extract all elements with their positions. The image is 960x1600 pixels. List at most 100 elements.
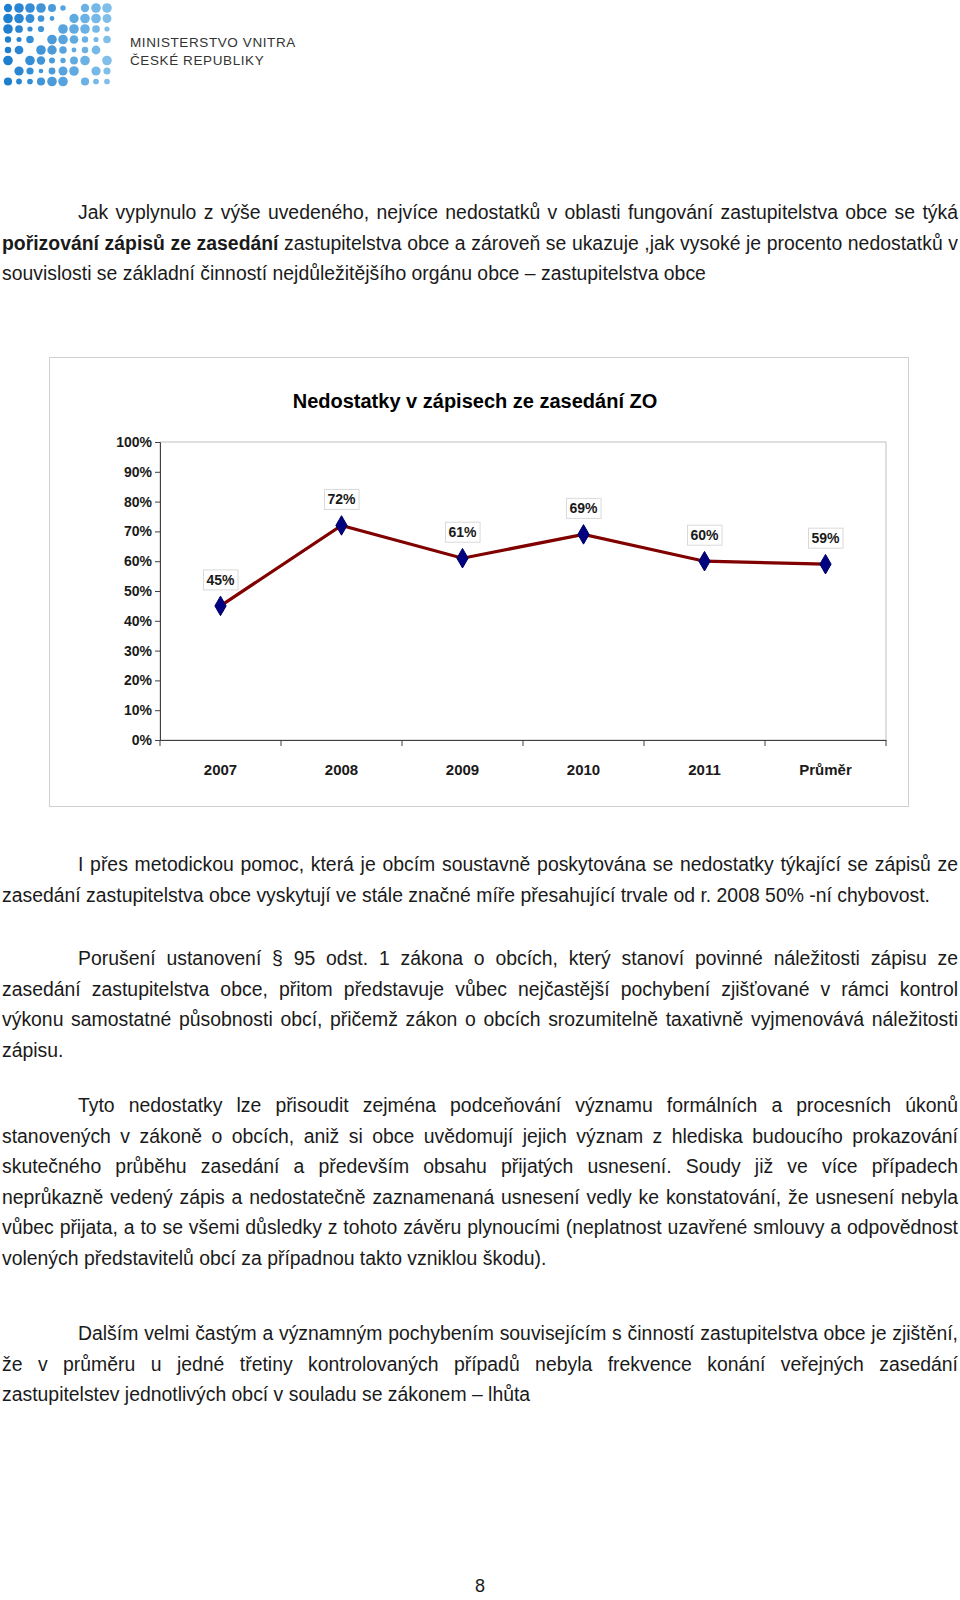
logo-dot xyxy=(27,26,32,31)
y-tick: 90% xyxy=(124,464,160,480)
y-tick-mark xyxy=(155,651,160,652)
x-tick: Průměr xyxy=(799,740,852,778)
logo-dot xyxy=(104,79,110,85)
x-tick-label: 2011 xyxy=(688,761,721,778)
y-tick-mark xyxy=(155,561,160,562)
y-tick: 70% xyxy=(124,523,160,539)
text: Porušení ustanovení § 95 odst. 1 zákona … xyxy=(2,947,958,1061)
category-divider xyxy=(765,740,766,746)
logo-dot xyxy=(49,68,56,75)
logo-dot xyxy=(93,37,98,42)
data-label-box xyxy=(445,522,480,542)
text: Jak vyplynulo z výše uvedeného, nejvíce … xyxy=(78,201,958,223)
data-marker xyxy=(820,554,831,574)
x-tick: 2008 xyxy=(325,740,358,778)
logo-dot xyxy=(14,3,24,13)
logo-dot xyxy=(103,14,112,23)
logo-dot xyxy=(25,56,35,66)
plot-frame xyxy=(160,442,886,740)
category-divider xyxy=(402,740,403,746)
y-tick-label: 40% xyxy=(124,613,153,629)
x-tick: 2010 xyxy=(567,740,600,778)
logo-dot xyxy=(3,14,13,24)
logo-dot xyxy=(69,66,79,76)
x-tick-label: Průměr xyxy=(799,761,852,778)
logo: MINISTERSTVO VNITRA ČESKÉ REPUBLIKY xyxy=(3,3,296,86)
y-tick-label: 70% xyxy=(124,523,153,539)
data-marker xyxy=(215,596,226,616)
logo-dot xyxy=(47,45,56,54)
y-tick-label: 30% xyxy=(124,643,153,659)
logo-dot xyxy=(16,37,21,42)
y-tick-mark xyxy=(155,621,160,622)
y-tick: 50% xyxy=(124,583,160,599)
data-label: 45% xyxy=(206,572,235,588)
data-marker xyxy=(699,551,710,571)
data-marker xyxy=(457,548,468,568)
logo-dot xyxy=(38,26,44,32)
x-tick: 2011 xyxy=(688,740,721,778)
text: Dalším velmi častým a významným pochyben… xyxy=(2,1322,958,1405)
chart-frame xyxy=(50,358,909,807)
logo-dot xyxy=(69,24,79,34)
y-tick-mark xyxy=(155,502,160,503)
logo-dot xyxy=(102,3,112,13)
logo-dot xyxy=(5,36,11,42)
logo-dot xyxy=(38,15,45,22)
logo-dot xyxy=(49,57,55,63)
logo-text: MINISTERSTVO VNITRA xyxy=(130,35,296,50)
category-divider xyxy=(644,740,645,746)
logo-dot xyxy=(93,79,99,85)
logo-dot xyxy=(25,3,35,13)
logo-dot xyxy=(60,58,65,63)
chart: Nedostatky v zápisech ze zasedání ZO 0% 10… xyxy=(50,358,909,807)
data-label: 60% xyxy=(690,527,719,543)
x-tick-label: 2010 xyxy=(567,761,600,778)
logo-dot xyxy=(58,77,68,87)
logo-dot xyxy=(14,14,24,24)
chart-title: Nedostatky v zápisech ze zasedání ZO xyxy=(293,390,658,412)
y-tick-mark xyxy=(155,710,160,711)
y-tick-mark xyxy=(155,531,160,532)
logo-dot xyxy=(37,77,45,85)
logo-dot xyxy=(26,14,35,23)
data-label: 61% xyxy=(448,524,477,540)
logo-dot xyxy=(80,56,90,66)
logo-dot xyxy=(47,77,57,87)
category-divider xyxy=(281,740,282,746)
logo-dot xyxy=(15,46,24,55)
y-tick-label: 100% xyxy=(116,434,152,450)
logo-dot xyxy=(26,67,33,74)
logo-dot xyxy=(59,46,66,53)
x-tick-label: 2008 xyxy=(325,761,358,778)
logo-dot xyxy=(82,47,89,54)
category-divider xyxy=(160,740,161,746)
page-number: 8 xyxy=(0,1576,960,1597)
logo-dot xyxy=(5,47,12,54)
logo-dot xyxy=(15,25,23,33)
logo-dot xyxy=(92,25,100,33)
data-marker xyxy=(578,525,589,545)
logo-dot xyxy=(26,36,34,44)
data-label: 69% xyxy=(569,500,598,516)
logo-dot xyxy=(50,16,55,21)
y-tick: 10% xyxy=(124,702,160,718)
plot-area xyxy=(215,516,831,616)
y-tick: 100% xyxy=(116,434,160,450)
logo-dot xyxy=(58,35,68,45)
y-tick-mark xyxy=(155,680,160,681)
y-tick: 0% xyxy=(132,732,160,748)
logo-dot xyxy=(14,66,23,75)
y-tick-mark xyxy=(155,591,160,592)
y-tick-label: 0% xyxy=(132,732,153,748)
data-label-box xyxy=(203,570,238,590)
data-labels: 45%72%61%69%60%59% xyxy=(203,489,843,589)
logo-dot xyxy=(103,67,110,74)
logo-dot xyxy=(39,69,44,74)
y-tick: 30% xyxy=(124,643,160,659)
logo-dot xyxy=(92,46,101,55)
logo-dot xyxy=(4,4,12,12)
logo-dot xyxy=(102,56,112,66)
logo-text: ČESKÉ REPUBLIKY xyxy=(130,53,264,68)
bold-text: pořizování zápisů ze zasedání xyxy=(2,232,279,254)
